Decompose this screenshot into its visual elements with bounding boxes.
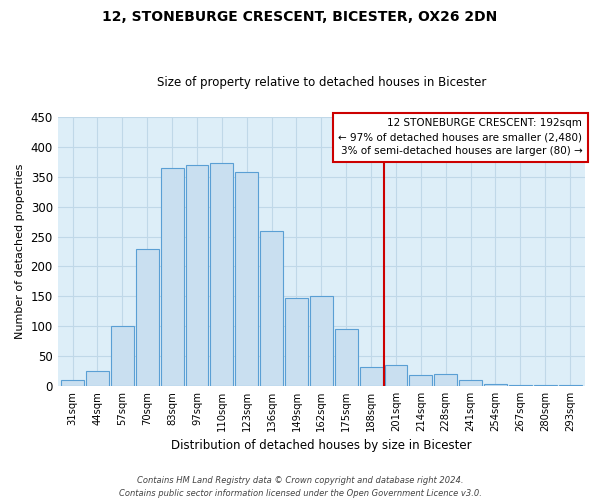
Y-axis label: Number of detached properties: Number of detached properties [15,164,25,339]
Bar [335,329,358,386]
Bar [409,375,432,386]
Bar [136,248,158,386]
Bar [260,230,283,386]
Bar [484,384,507,386]
Bar [61,380,84,386]
Text: 12 STONEBURGE CRESCENT: 192sqm
← 97% of detached houses are smaller (2,480)
3% o: 12 STONEBURGE CRESCENT: 192sqm ← 97% of … [338,118,583,156]
Bar [185,165,208,386]
Bar [211,163,233,386]
Bar [86,371,109,386]
Bar [111,326,134,386]
Bar [434,374,457,386]
Bar [385,365,407,386]
Bar [310,296,333,386]
Bar [459,380,482,386]
Bar [509,384,532,386]
Title: Size of property relative to detached houses in Bicester: Size of property relative to detached ho… [157,76,486,90]
Bar [161,168,184,386]
Bar [559,384,581,386]
Text: Contains HM Land Registry data © Crown copyright and database right 2024.
Contai: Contains HM Land Registry data © Crown c… [119,476,481,498]
Bar [235,172,258,386]
X-axis label: Distribution of detached houses by size in Bicester: Distribution of detached houses by size … [171,440,472,452]
Bar [285,298,308,386]
Bar [359,367,383,386]
Text: 12, STONEBURGE CRESCENT, BICESTER, OX26 2DN: 12, STONEBURGE CRESCENT, BICESTER, OX26 … [103,10,497,24]
